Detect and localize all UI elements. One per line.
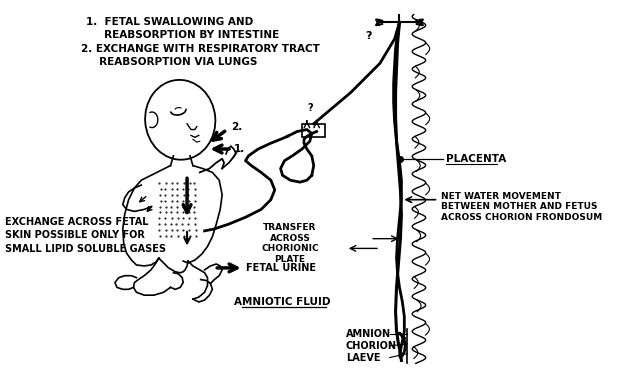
Text: 1.: 1. [234,144,245,154]
Bar [302,124,325,137]
Text: NET WATER MOVEMENT
BETWEEN MOTHER AND FETUS
ACROSS CHORION FRONDOSUM: NET WATER MOVEMENT BETWEEN MOTHER AND FE… [442,192,603,222]
Text: ?: ? [365,31,371,41]
Text: EXCHANGE ACROSS FETAL
SKIN POSSIBLE ONLY FOR
SMALL LIPID SOLUBLE GASES: EXCHANGE ACROSS FETAL SKIN POSSIBLE ONLY… [5,217,166,254]
Text: FETAL URINE: FETAL URINE [247,263,316,273]
Text: 2.: 2. [231,121,242,132]
Text: 1.  FETAL SWALLOWING AND
     REABSORPTION BY INTESTINE: 1. FETAL SWALLOWING AND REABSORPTION BY … [86,17,279,40]
Text: AMNION: AMNION [346,329,391,339]
Text: 2. EXCHANGE WITH RESPIRATORY TRACT
     REABSORPTION VIA LUNGS: 2. EXCHANGE WITH RESPIRATORY TRACT REABS… [81,44,320,67]
Text: LAEVE: LAEVE [346,353,380,362]
Text: ?: ? [307,103,312,113]
Text: AMNIOTIC FLUID: AMNIOTIC FLUID [235,297,331,307]
Text: TRANSFER
ACROSS
CHORIONIC
PLATE: TRANSFER ACROSS CHORIONIC PLATE [261,223,319,264]
Text: CHORION: CHORION [346,341,397,351]
Text: PLACENTA: PLACENTA [446,154,507,164]
